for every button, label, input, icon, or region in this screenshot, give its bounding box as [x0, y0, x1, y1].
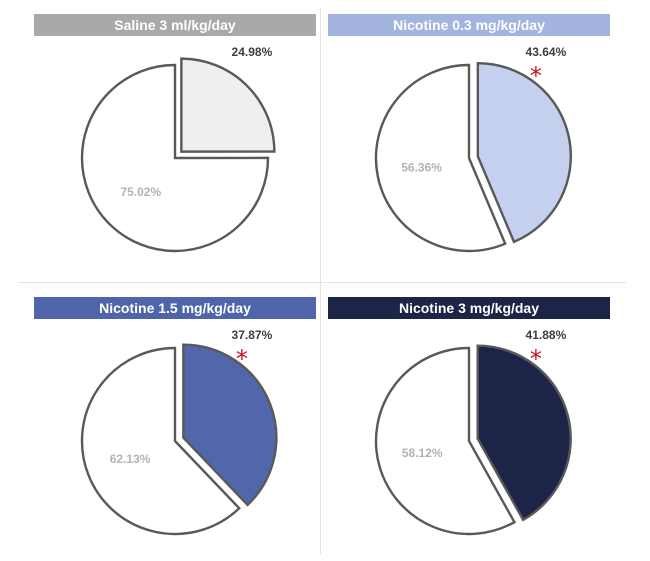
- pie-slice-highlighted: [180, 57, 276, 153]
- slice-percent-label: 62.13%: [110, 452, 151, 466]
- slice-percent-label: 56.36%: [401, 161, 442, 175]
- pie-chart: 41.88% 58.12% *: [374, 328, 572, 536]
- pie-panel-saline: Saline 3 ml/kg/day 24.98% 75.02%: [34, 14, 316, 270]
- pie-slice-remainder: [374, 63, 507, 253]
- slice-percent-label: 43.64%: [526, 45, 567, 59]
- pie-slice-remainder: [374, 346, 517, 536]
- vertical-divider: [320, 8, 321, 554]
- pie-chart: 43.64% 56.36% *: [374, 45, 572, 253]
- significance-asterisk: *: [530, 345, 542, 373]
- pie-chart: 24.98% 75.02%: [80, 45, 276, 253]
- significance-asterisk: *: [530, 62, 542, 90]
- pie-slice-highlighted: [476, 344, 572, 522]
- pie-slice-remainder: [80, 346, 241, 536]
- pie-panel-nicotine-3: Nicotine 3 mg/kg/day 41.88% 58.12% *: [328, 297, 610, 553]
- slice-percent-label: 75.02%: [120, 185, 161, 199]
- significance-asterisk: *: [236, 345, 248, 373]
- slice-percent-label: 37.87%: [232, 328, 273, 342]
- panel-title: Nicotine 0.3 mg/kg/day: [328, 14, 610, 36]
- pie-panel-nicotine-1-5: Nicotine 1.5 mg/kg/day 37.87% 62.13% *: [34, 297, 316, 553]
- panel-title: Nicotine 1.5 mg/kg/day: [34, 297, 316, 319]
- panel-title: Saline 3 ml/kg/day: [34, 14, 316, 36]
- slice-percent-label: 24.98%: [232, 45, 273, 59]
- pie-slice-highlighted: [182, 343, 278, 507]
- pie-slice-remainder: [80, 63, 270, 253]
- panel-title: Nicotine 3 mg/kg/day: [328, 297, 610, 319]
- pie-chart: 37.87% 62.13% *: [80, 328, 278, 536]
- slice-percent-label: 58.12%: [402, 446, 443, 460]
- horizontal-divider: [18, 282, 626, 283]
- pie-slice-highlighted: [476, 62, 572, 244]
- pie-panel-nicotine-0-3: Nicotine 0.3 mg/kg/day 43.64% 56.36% *: [328, 14, 610, 270]
- slice-percent-label: 41.88%: [526, 328, 567, 342]
